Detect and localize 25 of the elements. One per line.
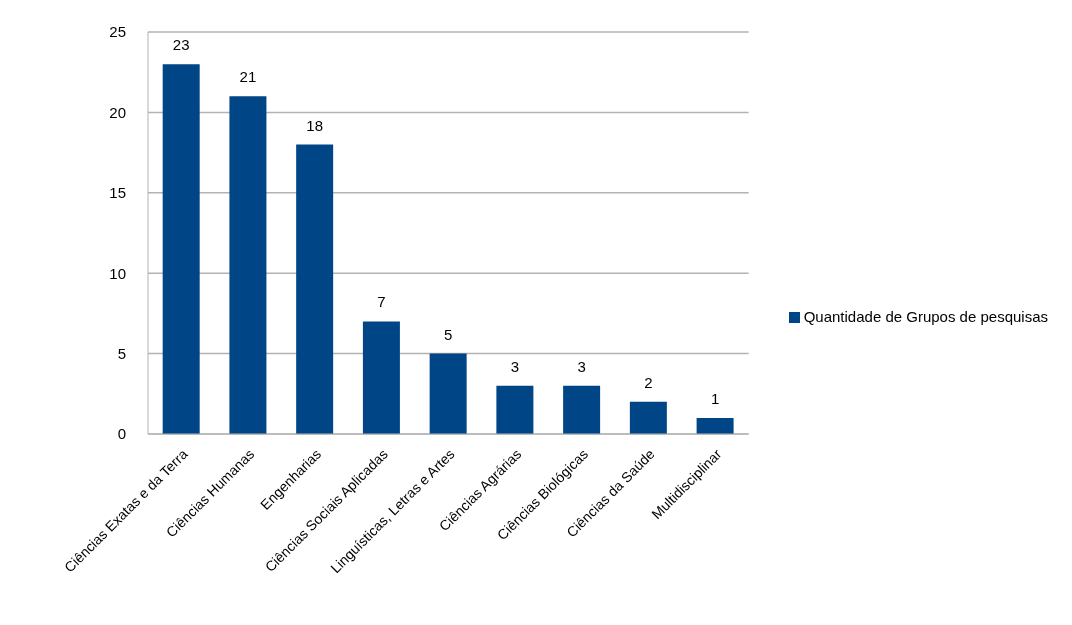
data-label: 5 bbox=[443, 325, 453, 343]
bar bbox=[496, 385, 534, 434]
bar bbox=[563, 385, 601, 434]
bar bbox=[229, 96, 267, 434]
data-label: 23 bbox=[172, 36, 190, 54]
bar bbox=[629, 401, 667, 434]
bar bbox=[296, 144, 334, 434]
bar bbox=[429, 353, 467, 434]
y-tick-label: 5 bbox=[117, 344, 126, 362]
data-label: 1 bbox=[710, 389, 720, 407]
y-tick-label: 0 bbox=[117, 425, 126, 443]
bar bbox=[162, 64, 200, 434]
bar bbox=[362, 321, 400, 434]
data-label: 3 bbox=[510, 357, 520, 375]
data-label: 2 bbox=[644, 373, 653, 391]
y-tick-label: 20 bbox=[109, 103, 126, 121]
legend-label: Quantidade de Grupos de pesquisas bbox=[803, 307, 1048, 325]
data-label: 3 bbox=[577, 357, 586, 375]
data-label: 18 bbox=[306, 116, 324, 134]
y-tick-label: 10 bbox=[109, 264, 126, 282]
y-tick-label: 15 bbox=[109, 184, 126, 202]
data-label: 21 bbox=[239, 68, 257, 86]
bar bbox=[696, 417, 734, 434]
data-label: 7 bbox=[377, 293, 386, 311]
y-tick-label: 25 bbox=[109, 23, 126, 41]
